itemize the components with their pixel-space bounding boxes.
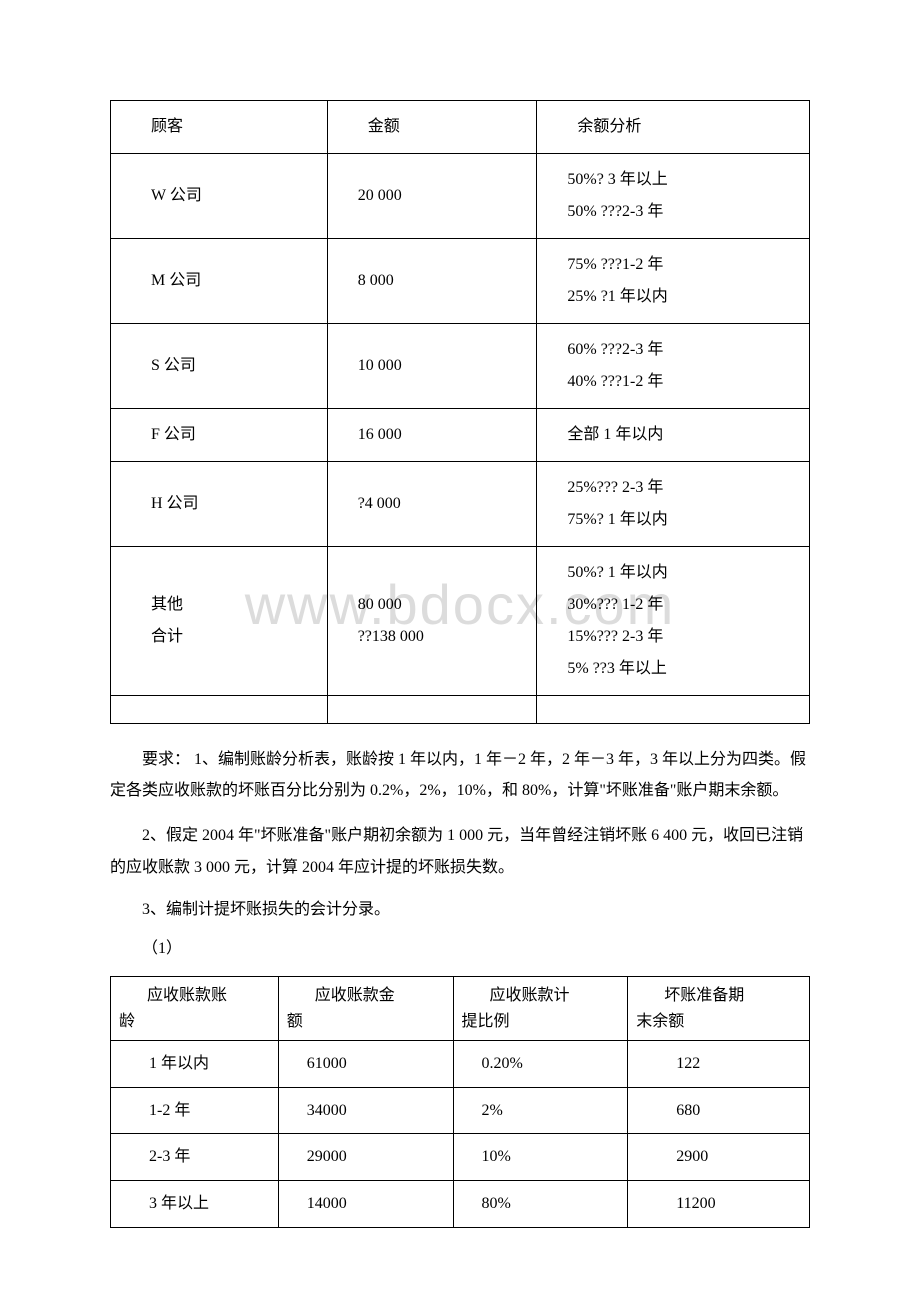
table2-cell: 0.20% — [453, 1041, 628, 1088]
table1-cell: 50%? 3 年以上50% ???2-3 年 — [537, 154, 810, 239]
table1-cell: 其他合计 — [111, 547, 328, 696]
table1-header-customer: 顾客 — [111, 101, 328, 154]
table1-cell: F 公司 — [111, 409, 328, 462]
requirement-1-text: 要求： 1、编制账龄分析表，账龄按 1 年以内，1 年－2 年，2 年－3 年，… — [110, 744, 810, 806]
table2-header-amount: 应收账款金 额 — [278, 976, 453, 1040]
table1-cell: M 公司 — [111, 239, 328, 324]
table1-cell: S 公司 — [111, 324, 328, 409]
table2-cell: 2900 — [628, 1134, 810, 1181]
table2-cell: 29000 — [278, 1134, 453, 1181]
table1-cell: 10 000 — [327, 324, 537, 409]
table1-empty — [111, 696, 328, 724]
table2-cell: 80% — [453, 1180, 628, 1227]
table1-empty — [327, 696, 537, 724]
table2-cell: 11200 — [628, 1180, 810, 1227]
table1-cell: 75% ???1-2 年25% ?1 年以内 — [537, 239, 810, 324]
table1-header-analysis: 余额分析 — [537, 101, 810, 154]
table1-cell: ?4 000 — [327, 462, 537, 547]
table2-cell: 3 年以上 — [111, 1180, 279, 1227]
table2-cell: 2% — [453, 1087, 628, 1134]
table1-cell: 25%??? 2-3 年75%? 1 年以内 — [537, 462, 810, 547]
table2-cell: 10% — [453, 1134, 628, 1181]
table2-header-ratio: 应收账款计 提比例 — [453, 976, 628, 1040]
requirement-3-text: 3、编制计提坏账损失的会计分录。 — [110, 897, 810, 923]
table2-cell: 14000 — [278, 1180, 453, 1227]
table1-cell: 全部 1 年以内 — [537, 409, 810, 462]
table1-cell: 60% ???2-3 年40% ???1-2 年 — [537, 324, 810, 409]
table2-cell: 1-2 年 — [111, 1087, 279, 1134]
table2-cell: 122 — [628, 1041, 810, 1088]
aging-analysis-table: 应收账款账 龄 应收账款金 额 应收账款计 提比例 坏账准备期 末余额 1 年以… — [110, 976, 810, 1228]
table1-empty — [537, 696, 810, 724]
table1-cell: W 公司 — [111, 154, 328, 239]
subsection-1-text: （1） — [110, 936, 810, 962]
table1-cell: 8 000 — [327, 239, 537, 324]
table2-cell: 2-3 年 — [111, 1134, 279, 1181]
table2-cell: 1 年以内 — [111, 1041, 279, 1088]
table1-cell: H 公司 — [111, 462, 328, 547]
table2-cell: 680 — [628, 1087, 810, 1134]
customer-balance-table: 顾客 金额 余额分析 W 公司 20 000 50%? 3 年以上50% ???… — [110, 100, 810, 724]
table1-cell: 80 000??138 000 — [327, 547, 537, 696]
table2-cell: 34000 — [278, 1087, 453, 1134]
requirement-2-text: 2、假定 2004 年"坏账准备"账户期初余额为 1 000 元，当年曾经注销坏… — [110, 820, 810, 882]
table2-cell: 61000 — [278, 1041, 453, 1088]
table1-cell: 20 000 — [327, 154, 537, 239]
table2-header-aging: 应收账款账 龄 — [111, 976, 279, 1040]
table1-header-amount: 金额 — [327, 101, 537, 154]
table1-cell: 16 000 — [327, 409, 537, 462]
table1-cell: 50%? 1 年以内30%??? 1-2 年15%??? 2-3 年5% ??3… — [537, 547, 810, 696]
table2-header-reserve: 坏账准备期 末余额 — [628, 976, 810, 1040]
